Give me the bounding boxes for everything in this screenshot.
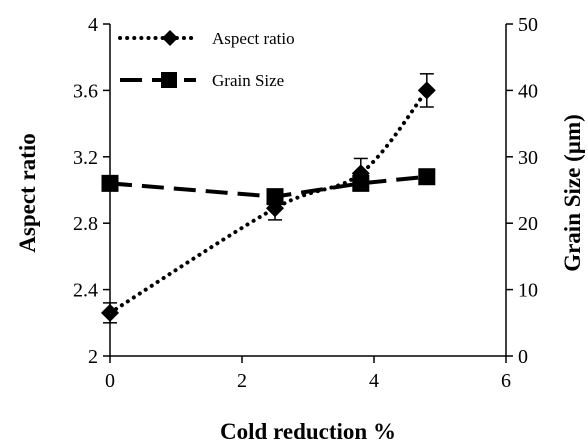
legend-marker-aspect-ratio: [162, 30, 178, 46]
legend-label-aspect-ratio: Aspect ratio: [212, 29, 295, 48]
data-point-grain-size: [101, 174, 119, 192]
y-right-tick-label: 50: [518, 14, 538, 36]
x-tick-label: 4: [369, 370, 379, 392]
legend: Aspect ratio Grain Size: [118, 29, 295, 90]
y-left-tick-label: 3.6: [73, 80, 98, 102]
y-right-axis-title: Grain Size (µm): [560, 114, 585, 272]
y-left-tick-label: 4: [88, 14, 98, 36]
series-layer: [101, 73, 436, 324]
legend-marker-grain-size: [161, 72, 177, 88]
x-tick-label: 6: [501, 370, 511, 392]
data-point-grain-size: [352, 174, 370, 192]
y-right-tick-label: 30: [518, 147, 538, 169]
y-left-tick-label: 2: [88, 346, 98, 368]
data-point-aspect-ratio: [417, 81, 436, 100]
y-left-tick-label: 2.8: [73, 213, 98, 235]
x-tick-label: 2: [237, 370, 247, 392]
y-right-tick-label: 40: [518, 80, 538, 102]
y-right-tick-label: 10: [518, 280, 538, 302]
y-left-axis-title: Aspect ratio: [15, 133, 40, 252]
y-left-tick-label: 2.4: [73, 280, 98, 302]
x-tick-label: 0: [105, 370, 115, 392]
data-point-grain-size: [418, 168, 436, 186]
x-axis-title: Cold reduction %: [220, 419, 396, 444]
y-left-tick-label: 3.2: [73, 147, 98, 169]
data-point-grain-size: [266, 188, 284, 206]
y-right-tick-label: 20: [518, 213, 538, 235]
y-right-tick-label: 0: [518, 346, 528, 368]
series-line-grain-size: [109, 174, 428, 199]
legend-label-grain-size: Grain Size: [212, 71, 284, 90]
data-point-aspect-ratio: [101, 303, 119, 322]
